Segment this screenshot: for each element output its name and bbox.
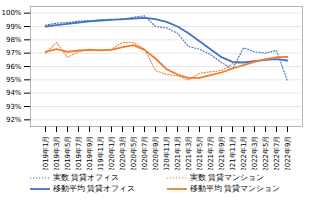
svg-text:2021年3月: 2021年3月 [185, 136, 193, 171]
svg-text:95%: 95% [6, 76, 22, 84]
svg-text:2020年7月: 2020年7月 [141, 136, 149, 171]
svg-text:100%: 100% [1, 9, 21, 17]
html-text:移動平均 賃貸マンション: 移動平均 賃貸マンション [190, 184, 281, 193]
svg-text:2021年9月: 2021年9月 [218, 136, 226, 171]
svg-text:2022年9月: 2022年9月 [284, 136, 292, 171]
svg-text:99%: 99% [6, 23, 22, 31]
svg-text:2019年1月: 2019年1月 [42, 136, 50, 171]
svg-text:92%: 92% [6, 116, 22, 124]
svg-text:2020年3月: 2020年3月 [119, 136, 127, 171]
svg-text:2019年11月: 2019年11月 [97, 136, 105, 171]
html-text:実数 賃貸オフィス: 実数 賃貸オフィス [53, 173, 120, 182]
svg-text:2020年1月: 2020年1月 [108, 136, 116, 171]
svg-text:2021年11月: 2021年11月 [229, 136, 237, 171]
svg-text:96%: 96% [6, 63, 22, 71]
svg-text:2021年1月: 2021年1月 [174, 136, 182, 171]
svg-text:98%: 98% [6, 36, 22, 44]
svg-text:2022年7月: 2022年7月 [273, 136, 281, 171]
svg-text:2019年7月: 2019年7月 [75, 136, 83, 171]
svg-text:97%: 97% [6, 49, 22, 57]
svg-text:2019年3月: 2019年3月 [53, 136, 61, 171]
svg-text:2022年1月: 2022年1月 [240, 136, 248, 171]
svg-text:2019年9月: 2019年9月 [86, 136, 94, 171]
svg-text:2022年5月: 2022年5月 [262, 136, 270, 171]
svg-text:93%: 93% [6, 103, 22, 111]
svg-text:2019年5月: 2019年5月 [64, 136, 72, 171]
svg-text:2020年11月: 2020年11月 [163, 136, 171, 171]
svg-text:2020年5月: 2020年5月 [130, 136, 138, 171]
svg-text:2021年5月: 2021年5月 [196, 136, 204, 171]
svg-text:2020年9月: 2020年9月 [152, 136, 160, 171]
svg-text:2022年3月: 2022年3月 [251, 136, 259, 171]
html-text:実数 賃貸マンション: 実数 賃貸マンション [190, 173, 265, 182]
svg-text:94%: 94% [6, 89, 22, 97]
html-text:移動平均 賃貸オフィス: 移動平均 賃貸オフィス [53, 184, 136, 193]
svg-text:2021年7月: 2021年7月 [207, 136, 215, 171]
